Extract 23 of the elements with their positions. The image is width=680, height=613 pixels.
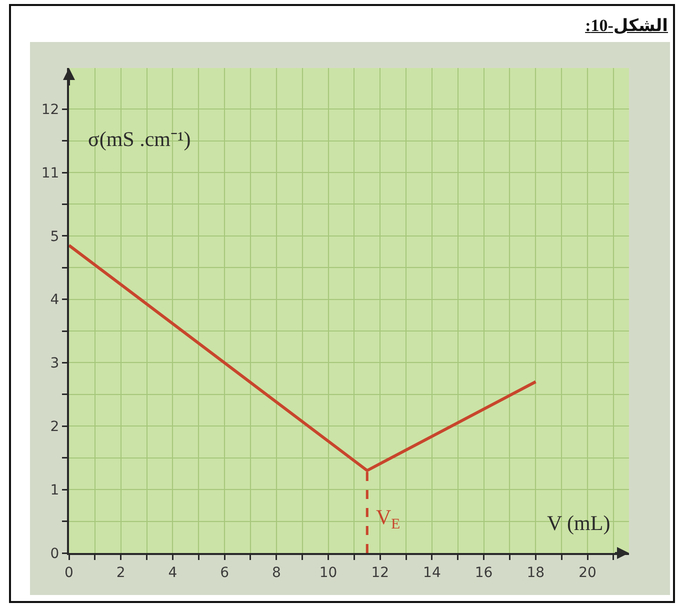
- x-tick-label: 2: [116, 564, 126, 581]
- y-tick-label: 1: [50, 482, 60, 499]
- y-tick-label: 0: [50, 546, 60, 562]
- y-tick-label: 3: [50, 356, 60, 372]
- x-tick-label: 4: [168, 564, 178, 581]
- x-tick-label: 20: [578, 564, 596, 581]
- y-axis-title: σ(mS .cm⁻¹): [88, 127, 191, 151]
- y-tick-label: 11: [41, 165, 60, 182]
- ref-line-label: V$_{E}$: [376, 505, 400, 533]
- x-tick-label: 8: [272, 564, 281, 581]
- x-tick-label: 14: [423, 564, 441, 581]
- x-tick-label: 6: [220, 564, 230, 581]
- x-tick-label: 10: [319, 564, 338, 581]
- x-tick-label: 18: [526, 564, 545, 581]
- x-axis-title: V (mL): [547, 511, 610, 536]
- y-tick-label: 5: [50, 228, 60, 245]
- chart-title: الشكل-10:: [585, 16, 668, 36]
- y-tick-label: 4: [50, 292, 60, 308]
- y-tick-label: 12: [41, 102, 60, 118]
- y-tick-label: 2: [50, 419, 60, 436]
- x-tick-label: 12: [371, 564, 390, 581]
- x-tick-label: 16: [474, 564, 493, 581]
- x-tick-label: 0: [64, 564, 74, 581]
